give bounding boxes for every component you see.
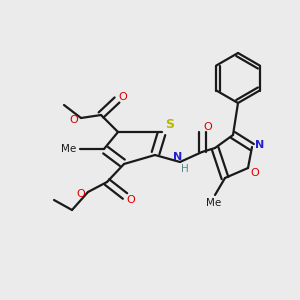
- Text: O: O: [127, 195, 135, 205]
- Text: O: O: [204, 122, 212, 132]
- Text: O: O: [70, 115, 78, 125]
- Text: Me: Me: [206, 198, 222, 208]
- Text: O: O: [250, 168, 260, 178]
- Text: O: O: [118, 92, 127, 102]
- Text: N: N: [173, 152, 183, 162]
- Text: H: H: [181, 164, 189, 174]
- Text: S: S: [166, 118, 175, 130]
- Text: O: O: [76, 189, 85, 199]
- Text: N: N: [255, 140, 265, 150]
- Text: Me: Me: [61, 144, 76, 154]
